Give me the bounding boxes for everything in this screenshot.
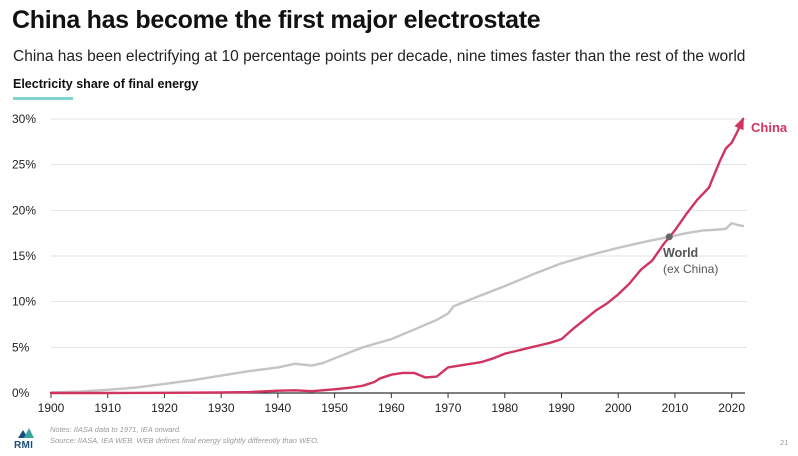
series bbox=[49, 117, 745, 395]
y-tick-label: 20% bbox=[12, 203, 36, 217]
chart-title: China has become the first major electro… bbox=[12, 6, 541, 34]
page-number: 21 bbox=[780, 438, 789, 447]
china-arrowhead bbox=[734, 117, 744, 131]
series-label-china: China bbox=[751, 120, 788, 135]
panel-label: Electricity share of final energy bbox=[13, 77, 199, 91]
y-tick-label: 0% bbox=[12, 386, 30, 400]
gridlines bbox=[51, 118, 747, 348]
axes: 0% 5% 10% 15% 20% 25% 30% 1900 1910 1920 1930 1940 1… bbox=[12, 112, 745, 415]
rmi-logo-icon bbox=[18, 428, 34, 438]
x-tick-label: 1920 bbox=[151, 401, 178, 415]
x-tick-label: 1900 bbox=[38, 401, 65, 415]
x-tick-label: 1960 bbox=[378, 401, 405, 415]
x-tick-label: 1950 bbox=[321, 401, 348, 415]
footer-notes: Notes: IIASA data to 1971, IEA onward. bbox=[50, 425, 182, 434]
series-line-world bbox=[49, 221, 745, 394]
x-tick-label: 1930 bbox=[208, 401, 235, 415]
footer-source: Source: IIASA, IEA WEB. WEB defines fina… bbox=[50, 436, 320, 445]
y-tick-label: 5% bbox=[12, 340, 30, 354]
series-label-world: World bbox=[663, 246, 698, 260]
x-tick-label: 2000 bbox=[605, 401, 632, 415]
series-line-china bbox=[49, 117, 745, 395]
x-tick-label: 1940 bbox=[265, 401, 292, 415]
y-tick-label: 10% bbox=[12, 295, 36, 309]
x-tick-label: 2010 bbox=[662, 401, 689, 415]
series-labels: China World (ex China) bbox=[663, 120, 788, 276]
y-tick-label: 30% bbox=[12, 112, 36, 126]
rmi-logo-text: RMI bbox=[14, 440, 34, 451]
series-sublabel-world: (ex China) bbox=[663, 262, 718, 276]
panel-label-underline bbox=[13, 97, 73, 100]
x-tick-label: 1980 bbox=[491, 401, 518, 415]
y-tick-label: 25% bbox=[12, 158, 36, 172]
crossover-marker bbox=[665, 233, 673, 241]
x-tick-label: 1910 bbox=[94, 401, 121, 415]
chart-subtitle: China has been electrifying at 10 percen… bbox=[13, 48, 746, 65]
y-tick-label: 15% bbox=[12, 249, 36, 263]
x-tick-label: 2020 bbox=[718, 401, 745, 415]
x-tick-label: 1970 bbox=[435, 401, 462, 415]
x-tick-label: 1990 bbox=[548, 401, 575, 415]
